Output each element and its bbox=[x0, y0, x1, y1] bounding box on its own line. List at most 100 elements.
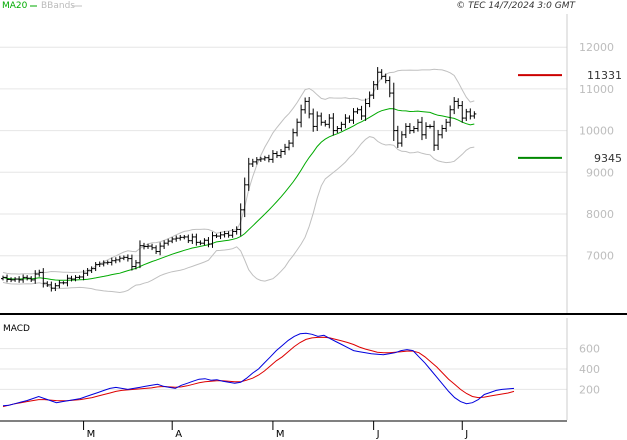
price-bar bbox=[202, 238, 207, 246]
price-bar bbox=[371, 80, 376, 99]
price-bar bbox=[387, 76, 392, 98]
x-tick-label: J bbox=[376, 429, 380, 440]
price-bar bbox=[395, 125, 400, 148]
macd-lines bbox=[2, 332, 515, 408]
price-bar bbox=[464, 108, 469, 122]
price-bar bbox=[81, 269, 86, 281]
ma20-line bbox=[2, 108, 475, 281]
macd-tick-label: 400 bbox=[579, 363, 600, 376]
price-bar bbox=[61, 281, 66, 285]
price-bar bbox=[190, 233, 195, 244]
price-bar bbox=[117, 255, 122, 263]
bbands-upper bbox=[2, 68, 475, 275]
price-bar bbox=[335, 126, 340, 134]
price-bar bbox=[383, 73, 388, 84]
price-bar bbox=[323, 120, 328, 127]
macd-tick-label: 600 bbox=[579, 343, 600, 356]
price-bar bbox=[230, 229, 235, 238]
price-bar bbox=[411, 125, 416, 134]
price-bar bbox=[218, 231, 223, 240]
macd-axis: 200 400 600 bbox=[566, 318, 600, 420]
price-bar bbox=[222, 230, 227, 238]
macd-grid bbox=[0, 348, 567, 390]
price-tick-label: 9000 bbox=[586, 166, 614, 179]
price-bar bbox=[73, 275, 78, 282]
price-bar bbox=[303, 97, 308, 114]
price-bar bbox=[266, 154, 271, 163]
price-bar bbox=[428, 124, 433, 129]
price-bar bbox=[174, 235, 179, 242]
price-bar bbox=[45, 281, 50, 287]
price-bar bbox=[347, 115, 352, 123]
price-bar bbox=[283, 143, 287, 155]
price-bar bbox=[210, 231, 215, 248]
price-bar bbox=[166, 238, 171, 246]
price-bar bbox=[339, 121, 344, 132]
price-tick-label: 10000 bbox=[579, 125, 614, 138]
price-bar bbox=[379, 69, 384, 80]
price-bar bbox=[69, 275, 74, 282]
price-tick-label: 8000 bbox=[586, 208, 614, 221]
price-bar bbox=[472, 111, 477, 119]
price-bar bbox=[355, 107, 360, 114]
price-bar bbox=[129, 254, 134, 271]
price-bar bbox=[162, 240, 167, 249]
price-bar bbox=[407, 123, 412, 134]
price-bar bbox=[214, 233, 219, 238]
ma20-legend-label: MA20 bbox=[2, 1, 28, 11]
price-bar bbox=[415, 119, 420, 132]
price-bar bbox=[186, 234, 191, 244]
price-bar bbox=[468, 108, 473, 120]
bollinger-bands bbox=[2, 68, 475, 294]
bbands-lower bbox=[2, 136, 475, 294]
price-bars bbox=[1, 67, 477, 292]
price-bar bbox=[158, 242, 163, 256]
price-bar bbox=[319, 112, 324, 126]
price-bar bbox=[49, 281, 54, 292]
x-tick-label: A bbox=[175, 429, 182, 440]
price-levels: 11331 9345 bbox=[518, 69, 622, 165]
price-bar bbox=[41, 268, 46, 288]
price-bar bbox=[403, 123, 408, 139]
price-bar bbox=[391, 82, 396, 141]
price-bar bbox=[343, 114, 348, 129]
price-bar bbox=[460, 100, 465, 123]
price-bar bbox=[150, 243, 155, 251]
price-bar bbox=[57, 280, 62, 289]
price-bar bbox=[351, 108, 356, 124]
price-bar bbox=[85, 268, 90, 276]
price-bar bbox=[133, 259, 138, 270]
price-bar bbox=[101, 260, 106, 267]
price-bar bbox=[238, 203, 243, 236]
price-tick-label: 7000 bbox=[586, 250, 614, 263]
price-bar bbox=[146, 243, 151, 249]
price-bar bbox=[363, 98, 368, 121]
price-bar bbox=[178, 234, 183, 241]
price-bar bbox=[17, 276, 22, 283]
price-bar bbox=[311, 108, 316, 132]
ma20-polyline bbox=[2, 108, 475, 281]
price-bar bbox=[121, 255, 126, 261]
x-tick-label: M bbox=[276, 429, 285, 440]
price-bar bbox=[77, 275, 82, 280]
price-bar bbox=[315, 111, 320, 132]
bbands-legend-label: BBands bbox=[41, 1, 75, 11]
price-bar bbox=[182, 234, 187, 240]
price-bar bbox=[93, 262, 98, 272]
price-bar bbox=[367, 91, 372, 108]
price-bar bbox=[154, 245, 159, 254]
price-bar bbox=[194, 233, 199, 246]
price-bar bbox=[206, 237, 211, 248]
macd-main-line bbox=[2, 332, 515, 407]
price-bar bbox=[299, 104, 304, 128]
copyright-timestamp: © TEC 14/7/2024 3:0 GMT bbox=[456, 1, 576, 11]
price-bar bbox=[432, 120, 437, 151]
price-bar bbox=[291, 128, 296, 148]
price-bar bbox=[142, 242, 146, 250]
price-bar bbox=[137, 240, 142, 269]
price-bar bbox=[331, 113, 336, 136]
price-bar bbox=[440, 124, 445, 139]
price-bar bbox=[226, 231, 231, 238]
